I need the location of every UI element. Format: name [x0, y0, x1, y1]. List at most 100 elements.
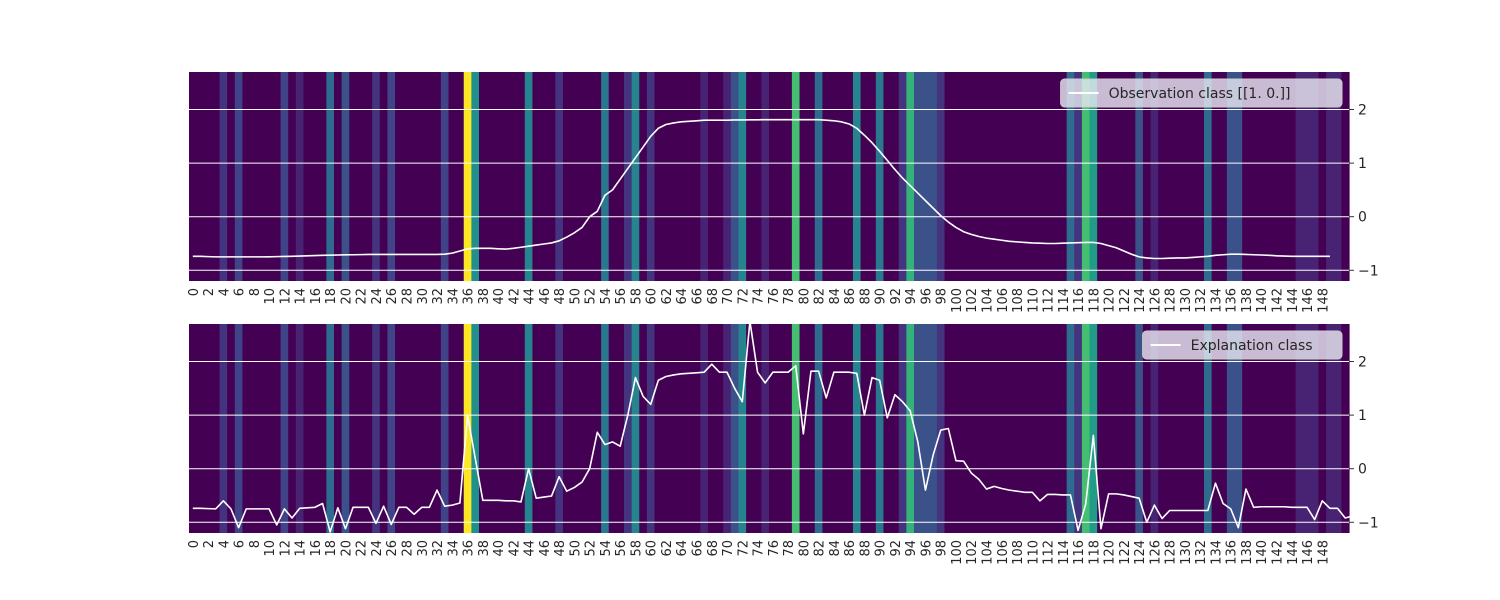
- heatmap-cell: [341, 324, 350, 533]
- heatmap-cell: [1173, 324, 1182, 533]
- heatmap-cell: [1310, 324, 1320, 533]
- x-tick-label: 48: [553, 288, 568, 305]
- x-tick-label: 22: [355, 540, 370, 557]
- heatmap-cell: [761, 72, 770, 281]
- x-tick-label: 138: [1240, 288, 1255, 313]
- x-tick-label: 18: [324, 540, 339, 557]
- x-tick-label: 46: [538, 540, 553, 557]
- x-tick-label: 64: [675, 540, 690, 557]
- x-tick-label: 140: [1255, 540, 1270, 565]
- x-tick-label: 52: [584, 540, 599, 557]
- x-tick-label: 26: [385, 288, 400, 305]
- heatmap-cell: [875, 324, 885, 533]
- x-tick-label: 128: [1164, 540, 1179, 565]
- observation-chart: 210−10 2 4 6 8 10 12 14 16 18 20 22 24 26 28 30 32 34 36 38…: [187, 72, 1379, 313]
- x-tick-label: 2: [202, 540, 217, 548]
- heatmap-cell: [692, 324, 701, 533]
- heatmap-cell: [1181, 324, 1190, 533]
- heatmap-cell: [227, 324, 236, 533]
- x-tick-label: 102: [965, 540, 980, 565]
- heatmap-cell: [1181, 72, 1190, 281]
- heatmap-cell: [334, 72, 343, 281]
- heatmap-cell: [1265, 324, 1274, 533]
- heatmap-cell: [921, 324, 930, 533]
- heatmap-cell: [1280, 324, 1289, 533]
- heatmap-cell: [1242, 324, 1251, 533]
- heatmap-cell: [1242, 72, 1251, 281]
- heatmap-cell: [975, 72, 984, 281]
- heatmap-cell: [303, 324, 312, 533]
- x-tick-label: 78: [782, 288, 797, 305]
- heatmap-cell: [1074, 324, 1083, 533]
- heatmap-cell: [234, 72, 244, 281]
- heatmap-cell: [479, 324, 488, 533]
- heatmap-cell: [402, 324, 411, 533]
- heatmap-cell: [1295, 72, 1304, 281]
- heatmap-cell: [562, 72, 572, 281]
- heatmap-cell: [196, 324, 205, 533]
- heatmap-cell: [852, 324, 862, 533]
- heatmap-cell: [547, 72, 556, 281]
- heatmap-cell: [753, 324, 762, 533]
- x-tick-label: 76: [767, 540, 782, 557]
- heatmap-cell: [631, 72, 640, 281]
- heatmap-cell: [265, 324, 274, 533]
- x-tick-label: 114: [1057, 540, 1072, 565]
- heatmap-cell: [791, 324, 801, 533]
- heatmap-cell: [1120, 72, 1129, 281]
- legend-label: Observation class [[1. 0.]]: [1109, 86, 1291, 102]
- x-tick-label: 128: [1164, 288, 1179, 313]
- x-tick-label: 144: [1286, 288, 1301, 313]
- x-tick-label: 20: [339, 540, 354, 557]
- heatmap-cell: [929, 324, 938, 533]
- x-tick-label: 122: [1118, 288, 1133, 313]
- series-line: [192, 118, 1330, 260]
- heatmap-cell: [349, 72, 358, 281]
- x-tick-label: 24: [370, 288, 385, 305]
- heatmap-cell: [379, 324, 389, 533]
- heatmap-cell: [387, 72, 396, 281]
- x-tick-label: 34: [446, 288, 461, 305]
- heatmap-cell: [952, 324, 961, 533]
- x-tick-label: 22: [355, 288, 370, 305]
- heatmap-cell: [265, 72, 274, 281]
- heatmap-cell: [616, 72, 625, 281]
- heatmap-cell: [486, 324, 495, 533]
- legend-box: [1060, 78, 1343, 108]
- heatmap-cell: [303, 72, 312, 281]
- heatmap-cell: [410, 72, 419, 281]
- x-tick-label: 136: [1225, 288, 1240, 313]
- heatmap-cell: [1066, 72, 1075, 281]
- x-tick-label: 108: [1011, 540, 1026, 565]
- heatmap-cell: [898, 72, 907, 281]
- y-tick-label: −1: [1358, 263, 1379, 279]
- heatmap-cell: [730, 72, 740, 281]
- heatmap-cell: [723, 72, 732, 281]
- x-tick-label: 48: [553, 540, 568, 557]
- x-tick-label: 6: [233, 288, 248, 296]
- x-tick-label: 26: [385, 540, 400, 557]
- heatmap-cell: [700, 72, 709, 281]
- heatmap-cell: [921, 72, 930, 281]
- x-tick-label: 134: [1209, 540, 1224, 565]
- heatmap-cell: [318, 72, 327, 281]
- heatmap-cell: [677, 72, 686, 281]
- heatmap-cell: [1097, 72, 1106, 281]
- x-tick-label: 40: [492, 288, 507, 305]
- heatmap-cell: [585, 324, 595, 533]
- heatmap-cell: [1005, 324, 1014, 533]
- x-tick-label: 42: [507, 540, 522, 557]
- heatmap-cell: [364, 324, 373, 533]
- heatmap-cell: [624, 72, 633, 281]
- heatmap-cell: [601, 324, 610, 533]
- heatmap-cell: [540, 324, 549, 533]
- heatmap-cell: [860, 72, 869, 281]
- heatmap-cell: [234, 324, 244, 533]
- heatmap-cell: [990, 72, 999, 281]
- x-tick-label: 124: [1133, 540, 1148, 565]
- x-tick-label: 90: [874, 288, 889, 305]
- heatmap-cell: [624, 324, 633, 533]
- x-tick-label: 20: [339, 288, 354, 305]
- heatmap-cell: [509, 72, 518, 281]
- x-tick-label: 88: [858, 540, 873, 557]
